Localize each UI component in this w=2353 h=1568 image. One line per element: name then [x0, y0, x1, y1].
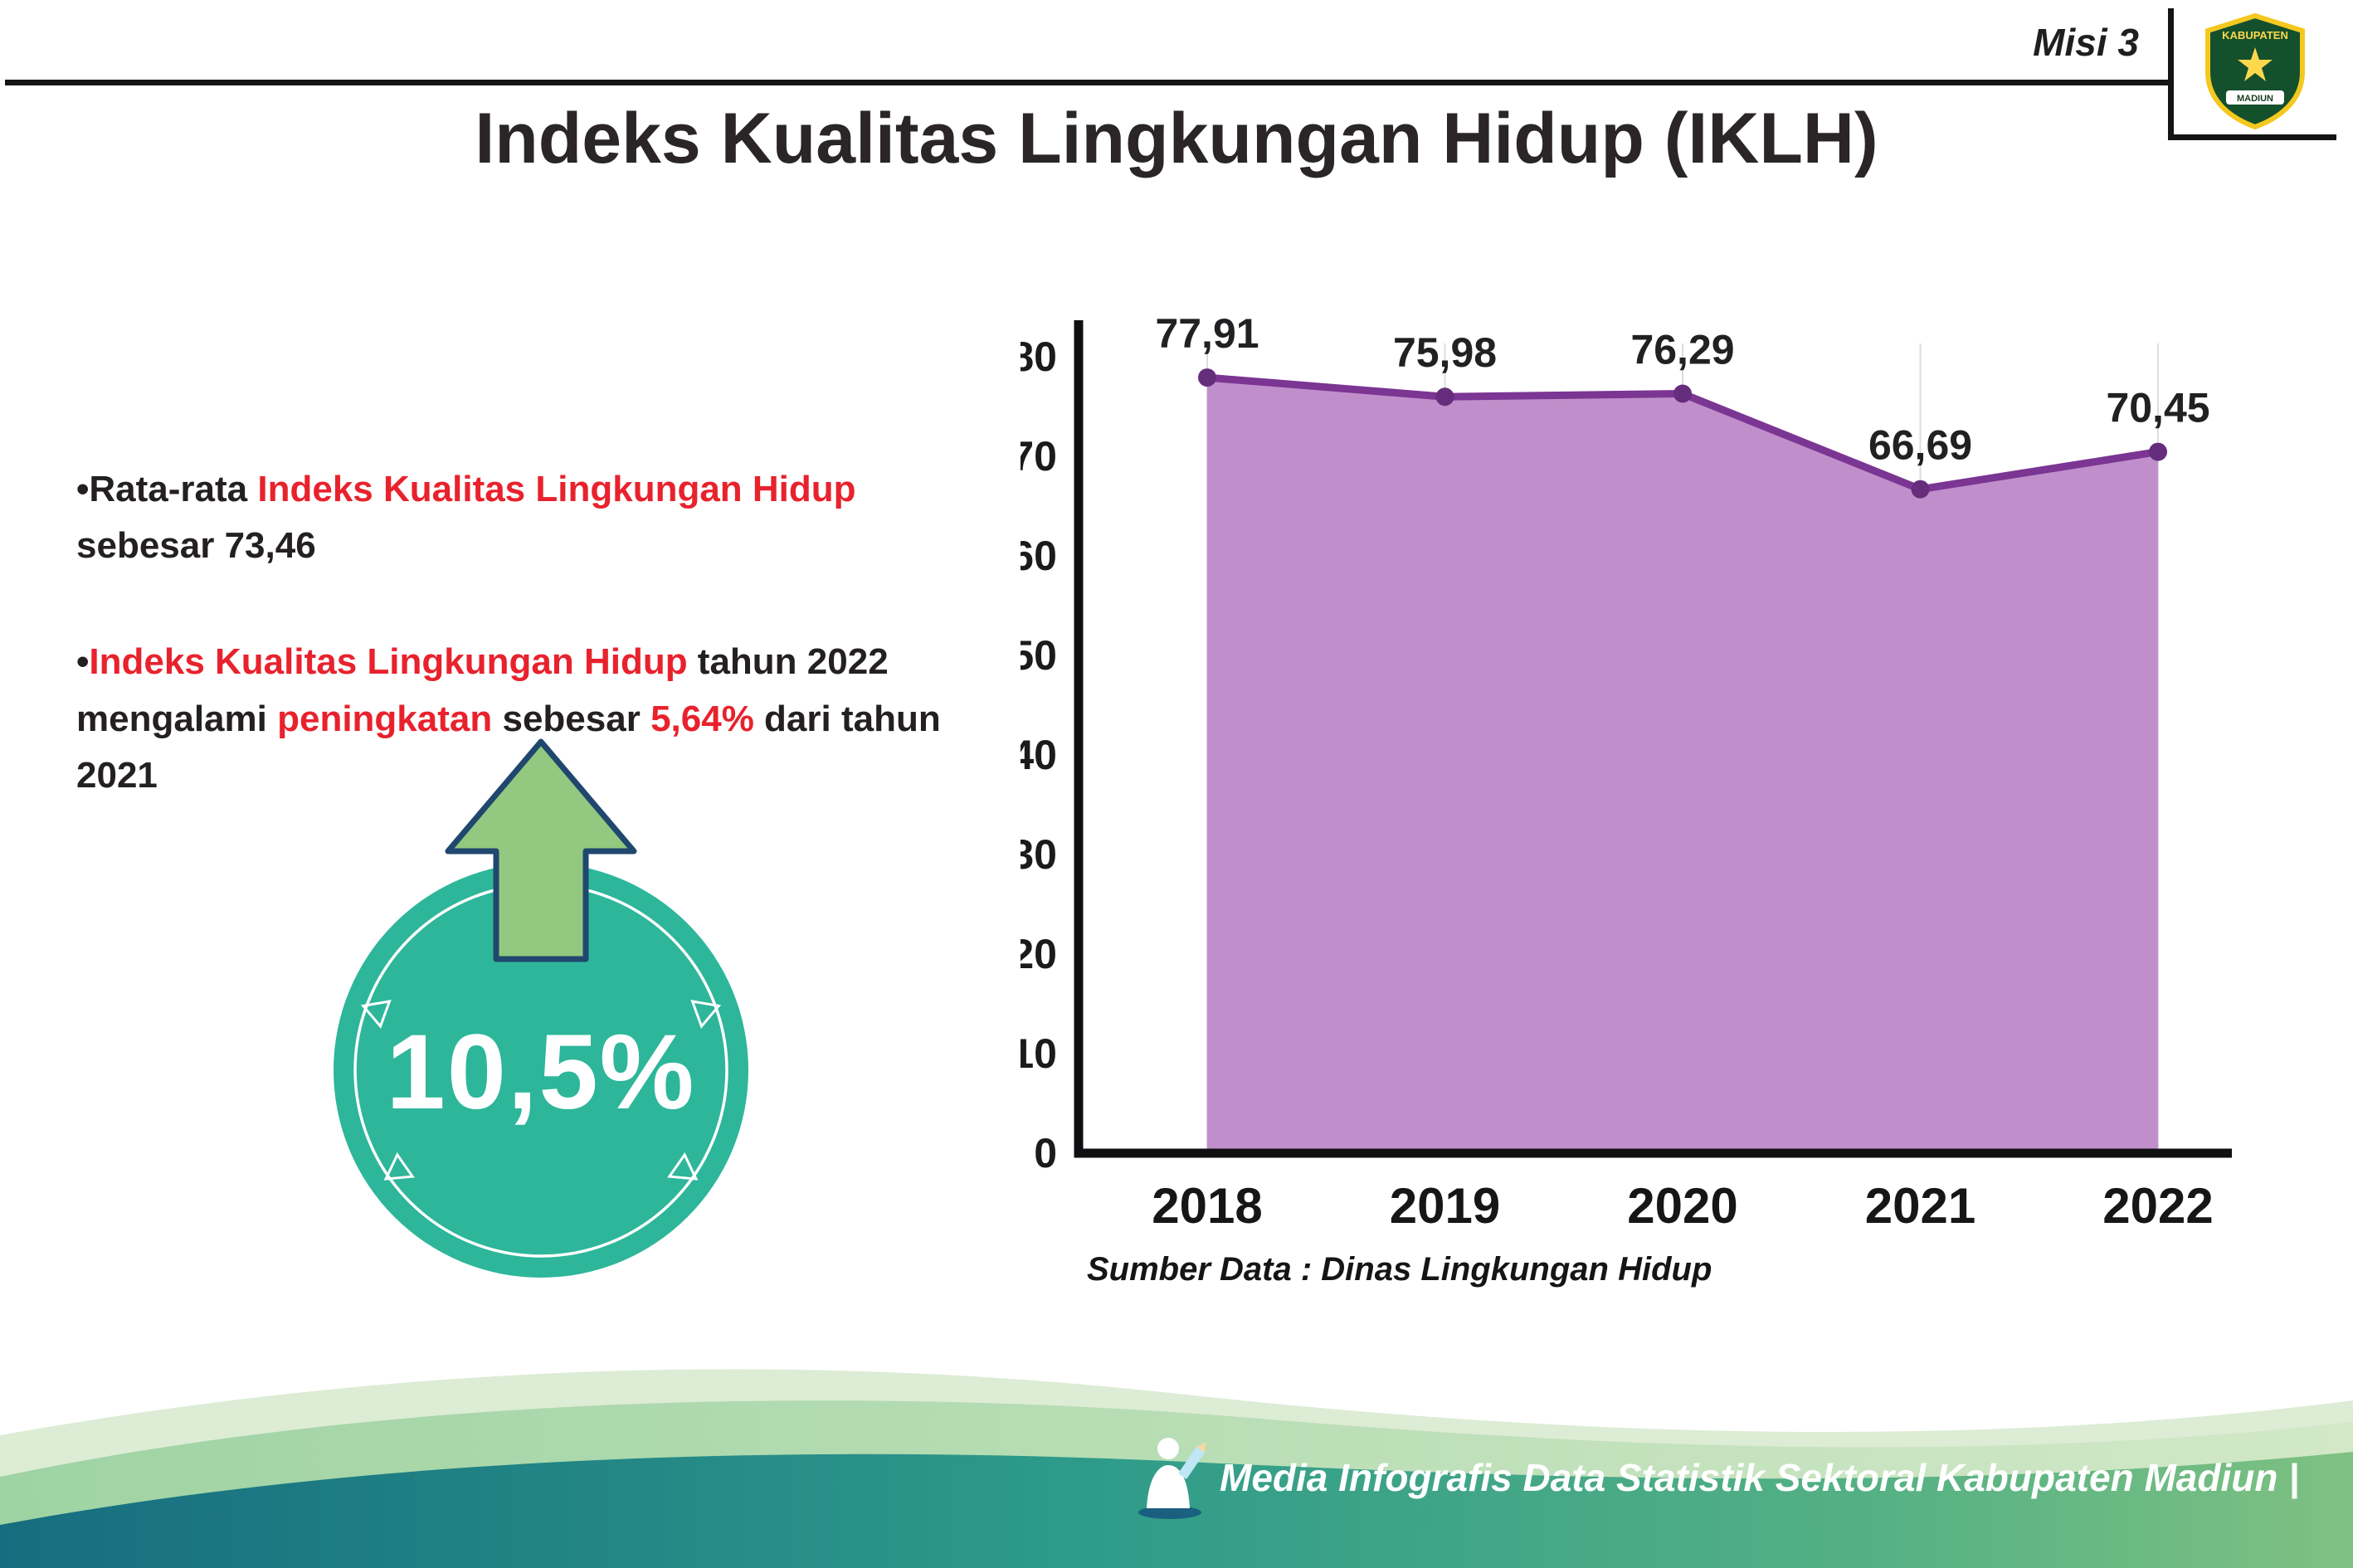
kabupaten-madiun-crest: KABUPATEN MADIUN [2205, 12, 2305, 130]
value-label: 75,98 [1393, 329, 1497, 376]
crest-bottom-text: MADIUN [2237, 94, 2273, 104]
badge-value: 10,5% [386, 1013, 696, 1132]
bullet-glyph: • [76, 469, 90, 509]
y-tick-label: 50 [1021, 632, 1057, 679]
crest-ribbon [2226, 90, 2284, 105]
y-tick-label: 0 [1034, 1130, 1057, 1176]
data-point [1198, 368, 1216, 387]
x-axis-label: 2018 [1152, 1178, 1262, 1234]
data-point [1673, 384, 1692, 403]
bullet-text-segment: tahun 2022 mengalami [76, 641, 889, 739]
area-fill [1207, 377, 2158, 1153]
writer-icon [1138, 1438, 1206, 1519]
y-tick-label: 10 [1021, 1030, 1057, 1077]
x-axis-label: 2020 [1627, 1178, 1737, 1234]
chart-region: 0 10 20 30 40 50 60 70 80 77,91 2018 75,98 2019 76,29… [1011, 290, 2282, 1278]
x-axis-label: 2022 [2102, 1178, 2213, 1234]
bullet-item: •Rata-rata Indeks Kualitas Lingkungan Hi… [76, 461, 997, 574]
x-axis-label: 2021 [1865, 1178, 1975, 1234]
y-tick-label: 70 [1021, 433, 1057, 480]
bullet-text-segment: Rata-rata [89, 469, 258, 509]
bullet-text-segment: Indeks Kualitas Lingkungan Hidup [89, 641, 688, 683]
y-tick-label: 60 [1021, 533, 1057, 579]
iklh-area-chart: 0 10 20 30 40 50 60 70 80 77,91 2018 75,98 2019 76,29… [1011, 310, 2232, 1234]
y-tick-label: 30 [1021, 831, 1057, 878]
crest-star-icon [2238, 47, 2273, 81]
chart-source: Sumber Data : Dinas Lingkungan Hidup [1087, 1251, 1712, 1288]
header-divider-line [5, 80, 2168, 85]
badge-tick-triangles [360, 1000, 722, 1181]
bullet-text-segment: peningkatan [277, 698, 493, 739]
bullet-text-segment: Indeks Kualitas Lingkungan Hidup [257, 469, 856, 509]
data-point [2149, 442, 2167, 461]
value-label: 70,45 [2106, 385, 2209, 431]
logo-box: KABUPATEN MADIUN [2168, 8, 2336, 140]
y-tick-label: 20 [1021, 931, 1057, 977]
bullet-item: •Indeks Kualitas Lingkungan Hidup tahun … [76, 634, 997, 804]
bullet-text-segment: sebesar [492, 698, 651, 739]
data-point [1435, 387, 1454, 407]
misi-label: Misi 3 [2033, 21, 2139, 64]
y-tick-label: 80 [1021, 334, 1057, 380]
footer-caption: Media Infografis Data Statistik Sektoral… [1220, 1456, 2300, 1499]
bullet-text-segment: 5,64% [650, 698, 754, 739]
up-arrow-icon [445, 738, 637, 962]
value-label: 76,29 [1630, 327, 1734, 373]
x-axis-label: 2019 [1390, 1178, 1500, 1234]
bullet-text-segment: dari tahun 2021 [76, 698, 941, 796]
bullet-glyph: • [76, 641, 90, 683]
data-point [1911, 480, 1930, 499]
value-label: 66,69 [1868, 422, 1972, 469]
increase-badge-graphic [334, 738, 748, 1278]
bullet-text-segment: sebesar 73,46 [76, 525, 316, 567]
crest-top-text: KABUPATEN [2222, 29, 2288, 41]
bullet-list: •Rata-rata Indeks Kualitas Lingkungan Hi… [76, 461, 997, 864]
y-tick-label: 40 [1021, 732, 1057, 778]
badge-circle [334, 863, 748, 1278]
page-title: Indeks Kualitas Lingkungan Hidup (IKLH) [475, 99, 1878, 178]
value-label: 77,91 [1155, 310, 1259, 357]
increase-badge: 10,5% [325, 737, 757, 1284]
